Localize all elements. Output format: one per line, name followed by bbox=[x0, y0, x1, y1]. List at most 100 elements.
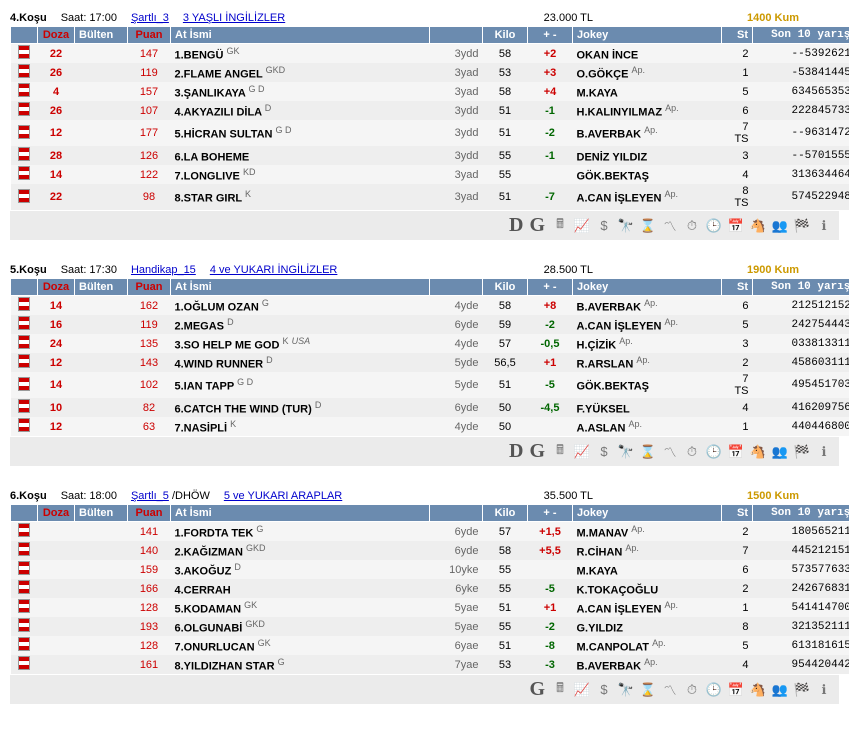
table-row[interactable]: 128 7.ONURLUCAN GK 6yae 51 -8 M.CANPOLAT… bbox=[11, 636, 849, 655]
stopwatch-icon[interactable]: ⏱ bbox=[683, 443, 701, 461]
people-icon[interactable]: 👥 bbox=[771, 217, 789, 235]
table-row[interactable]: 14 102 5.IAN TAPP G D 5yde 51 -5 GÖK.BEK… bbox=[11, 372, 849, 398]
jockey-name[interactable]: K.TOKAÇOĞLU bbox=[573, 579, 722, 598]
horse-name[interactable]: 8.STAR GIRL K bbox=[171, 184, 430, 210]
calendar-icon[interactable]: 📅 bbox=[727, 217, 745, 235]
jockey-name[interactable]: GÖK.BEKTAŞ bbox=[573, 372, 722, 398]
race-category-link[interactable]: 4 ve YUKARI İNGİLİZLER bbox=[210, 264, 338, 276]
horse-name[interactable]: 4.CERRAH bbox=[171, 579, 430, 598]
horse-icon[interactable]: 🐴 bbox=[749, 443, 767, 461]
jockey-name[interactable]: H.KALINYILMAZ Ap. bbox=[573, 101, 722, 120]
chart-up-icon[interactable]: 📈 bbox=[573, 443, 591, 461]
table-row[interactable]: 128 5.KODAMAN GK 5yae 51 +1 A.CAN İŞLEYE… bbox=[11, 598, 849, 617]
chart-up-icon[interactable]: 📈 bbox=[573, 681, 591, 699]
flag-icon[interactable]: 🏁 bbox=[793, 217, 811, 235]
table-row[interactable]: 16 119 2.MEGAS D 6yde 59 -2 A.CAN İŞLEYE… bbox=[11, 315, 849, 334]
jockey-name[interactable]: R.CİHAN Ap. bbox=[573, 541, 722, 560]
table-row[interactable]: 141 1.FORDTA TEK G 6yde 57 +1,5 M.MANAV … bbox=[11, 522, 849, 542]
horse-name[interactable]: 7.LONGLIVE KD bbox=[171, 165, 430, 184]
horse-name[interactable]: 8.YILDIZHAN STAR G bbox=[171, 655, 430, 674]
horse-icon[interactable]: 🐴 bbox=[749, 681, 767, 699]
flag-icon[interactable]: 🏁 bbox=[793, 443, 811, 461]
jockey-name[interactable]: OKAN İNCE bbox=[573, 44, 722, 64]
race-category-link[interactable]: 3 YAŞLI İNGİLİZLER bbox=[183, 12, 285, 24]
stopwatch-icon[interactable]: ⏱ bbox=[683, 681, 701, 699]
calculator-icon[interactable]: 🖩 bbox=[551, 681, 569, 699]
hourglass-icon[interactable]: ⌛ bbox=[639, 217, 657, 235]
race-category-link[interactable]: 5 ve YUKARI ARAPLAR bbox=[224, 490, 342, 502]
jockey-name[interactable]: R.ARSLAN Ap. bbox=[573, 353, 722, 372]
people-icon[interactable]: 👥 bbox=[771, 443, 789, 461]
table-row[interactable]: 193 6.OLGUNABİ GKD 5yae 55 -2 G.YILDIZ 8… bbox=[11, 617, 849, 636]
calculator-icon[interactable]: 🖩 bbox=[551, 443, 569, 461]
chart-line-icon[interactable]: 〽 bbox=[661, 443, 679, 461]
dollar-icon[interactable]: $ bbox=[595, 681, 613, 699]
jockey-name[interactable]: B.AVERBAK Ap. bbox=[573, 120, 722, 146]
horse-icon[interactable]: 🐴 bbox=[749, 217, 767, 235]
calendar-icon[interactable]: 📅 bbox=[727, 443, 745, 461]
stopwatch-icon[interactable]: ⏱ bbox=[683, 217, 701, 235]
table-row[interactable]: 28 126 6.LA BOHEME 3ydd 55 -1 DENİZ YILD… bbox=[11, 146, 849, 165]
jockey-name[interactable]: M.KAYA bbox=[573, 560, 722, 579]
horse-name[interactable]: 6.LA BOHEME bbox=[171, 146, 430, 165]
horse-name[interactable]: 5.HİCRAN SULTAN G D bbox=[171, 120, 430, 146]
letter-d-icon[interactable]: D bbox=[509, 214, 523, 237]
horse-name[interactable]: 1.FORDTA TEK G bbox=[171, 522, 430, 542]
table-row[interactable]: 22 147 1.BENGÜ GK 3ydd 58 +2 OKAN İNCE 2… bbox=[11, 44, 849, 64]
table-row[interactable]: 12 177 5.HİCRAN SULTAN G D 3ydd 51 -2 B.… bbox=[11, 120, 849, 146]
table-row[interactable]: 140 2.KAĞIZMAN GKD 6yde 58 +5,5 R.CİHAN … bbox=[11, 541, 849, 560]
table-row[interactable]: 4 157 3.ŞANLIKAYA G D 3yad 58 +4 M.KAYA … bbox=[11, 82, 849, 101]
table-row[interactable]: 159 3.AKOĞUZ D 10yke 55 M.KAYA 6 5735776… bbox=[11, 560, 849, 579]
jockey-name[interactable]: A.CAN İŞLEYEN Ap. bbox=[573, 315, 722, 334]
clock-icon[interactable]: 🕒 bbox=[705, 443, 723, 461]
horse-name[interactable]: 1.BENGÜ GK bbox=[171, 44, 430, 64]
race-class-link[interactable]: Şartlı_5 bbox=[131, 490, 169, 502]
jockey-name[interactable]: GÖK.BEKTAŞ bbox=[573, 165, 722, 184]
chart-line-icon[interactable]: 〽 bbox=[661, 217, 679, 235]
table-row[interactable]: 12 143 4.WIND RUNNER D 5yde 56,5 +1 R.AR… bbox=[11, 353, 849, 372]
horse-name[interactable]: 4.AKYAZILI DİLA D bbox=[171, 101, 430, 120]
jockey-name[interactable]: M.MANAV Ap. bbox=[573, 522, 722, 542]
table-row[interactable]: 166 4.CERRAH 6yke 55 -5 K.TOKAÇOĞLU 2 24… bbox=[11, 579, 849, 598]
horse-name[interactable]: 2.KAĞIZMAN GKD bbox=[171, 541, 430, 560]
calculator-icon[interactable]: 🖩 bbox=[551, 217, 569, 235]
jockey-name[interactable]: B.AVERBAK Ap. bbox=[573, 296, 722, 316]
letter-g-icon[interactable]: G bbox=[529, 678, 545, 701]
jockey-name[interactable]: A.ASLAN Ap. bbox=[573, 417, 722, 436]
binoculars-icon[interactable]: 🔭 bbox=[617, 217, 635, 235]
jockey-name[interactable]: B.AVERBAK Ap. bbox=[573, 655, 722, 674]
horse-name[interactable]: 2.MEGAS D bbox=[171, 315, 430, 334]
table-row[interactable]: 26 107 4.AKYAZILI DİLA D 3ydd 51 -1 H.KA… bbox=[11, 101, 849, 120]
race-class-link[interactable]: Handikap_15 bbox=[131, 264, 196, 276]
jockey-name[interactable]: A.CAN İŞLEYEN Ap. bbox=[573, 184, 722, 210]
jockey-name[interactable]: O.GÖKÇE Ap. bbox=[573, 63, 722, 82]
table-row[interactable]: 26 119 2.FLAME ANGEL GKD 3yad 53 +3 O.GÖ… bbox=[11, 63, 849, 82]
horse-name[interactable]: 5.KODAMAN GK bbox=[171, 598, 430, 617]
table-row[interactable]: 22 98 8.STAR GIRL K 3yad 51 -7 A.CAN İŞL… bbox=[11, 184, 849, 210]
jockey-name[interactable]: A.CAN İŞLEYEN Ap. bbox=[573, 598, 722, 617]
calendar-icon[interactable]: 📅 bbox=[727, 681, 745, 699]
horse-name[interactable]: 7.NASİPLİ K bbox=[171, 417, 430, 436]
jockey-name[interactable]: H.ÇİZİK Ap. bbox=[573, 334, 722, 353]
letter-g-icon[interactable]: G bbox=[529, 214, 545, 237]
flag-icon[interactable]: 🏁 bbox=[793, 681, 811, 699]
table-row[interactable]: 12 63 7.NASİPLİ K 4yde 50 A.ASLAN Ap. 1 … bbox=[11, 417, 849, 436]
letter-d-icon[interactable]: D bbox=[509, 440, 523, 463]
jockey-name[interactable]: G.YILDIZ bbox=[573, 617, 722, 636]
info-icon[interactable]: ℹ bbox=[815, 443, 833, 461]
binoculars-icon[interactable]: 🔭 bbox=[617, 443, 635, 461]
horse-name[interactable]: 6.OLGUNABİ GKD bbox=[171, 617, 430, 636]
chart-up-icon[interactable]: 📈 bbox=[573, 217, 591, 235]
table-row[interactable]: 14 162 1.OĞLUM OZAN G 4yde 58 +8 B.AVERB… bbox=[11, 296, 849, 316]
hourglass-icon[interactable]: ⌛ bbox=[639, 443, 657, 461]
chart-line-icon[interactable]: 〽 bbox=[661, 681, 679, 699]
jockey-name[interactable]: M.CANPOLAT Ap. bbox=[573, 636, 722, 655]
letter-g-icon[interactable]: G bbox=[529, 440, 545, 463]
info-icon[interactable]: ℹ bbox=[815, 681, 833, 699]
horse-name[interactable]: 3.ŞANLIKAYA G D bbox=[171, 82, 430, 101]
info-icon[interactable]: ℹ bbox=[815, 217, 833, 235]
clock-icon[interactable]: 🕒 bbox=[705, 681, 723, 699]
horse-name[interactable]: 3.SO HELP ME GOD K USA bbox=[171, 334, 430, 353]
table-row[interactable]: 14 122 7.LONGLIVE KD 3yad 55 GÖK.BEKTAŞ … bbox=[11, 165, 849, 184]
hourglass-icon[interactable]: ⌛ bbox=[639, 681, 657, 699]
